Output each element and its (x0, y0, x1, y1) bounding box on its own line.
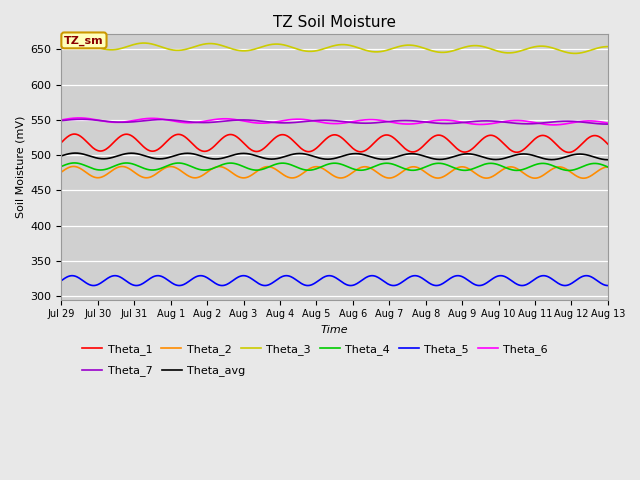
Text: TZ_sm: TZ_sm (64, 35, 104, 46)
Theta_5 (422, 278, 430, 284)
Theta_avg (271, 156, 278, 162)
Theta_2 (604, 164, 612, 170)
Title: TZ Soil Moisture: TZ Soil Moisture (273, 15, 396, 30)
Theta_3 (223, 44, 230, 50)
Theta_4 (223, 161, 230, 167)
Theta_3 (250, 47, 257, 52)
Theta_2 (422, 170, 430, 176)
Theta_3 (74, 40, 82, 46)
Theta_6 (250, 120, 257, 126)
Theta_5 (58, 278, 65, 284)
Theta_avg (250, 152, 257, 158)
Theta_4 (422, 164, 430, 169)
Theta_2 (70, 164, 77, 169)
Theta_4 (122, 160, 130, 166)
Theta_1 (70, 131, 78, 137)
Theta_5 (222, 282, 230, 288)
Theta_6 (392, 120, 399, 126)
Theta_5 (392, 282, 399, 288)
Theta_3 (422, 46, 430, 52)
Theta_7 (58, 118, 65, 123)
Line: Theta_5: Theta_5 (61, 276, 608, 286)
Theta_6 (122, 119, 130, 124)
Theta_2 (392, 173, 399, 179)
Theta_avg (223, 154, 230, 160)
Y-axis label: Soil Moisture (mV): Soil Moisture (mV) (15, 116, 25, 218)
Theta_7 (604, 121, 612, 127)
Theta_1 (58, 140, 65, 145)
Theta_7 (223, 118, 230, 124)
Theta_2 (223, 166, 230, 172)
Theta_3 (604, 44, 612, 49)
Theta_2 (580, 175, 588, 181)
Theta_3 (122, 44, 130, 50)
Line: Theta_1: Theta_1 (61, 134, 608, 153)
Theta_5 (325, 273, 333, 278)
Theta_6 (550, 122, 557, 128)
Theta_4 (58, 164, 65, 169)
Theta_6 (76, 115, 83, 121)
Theta_4 (604, 164, 612, 170)
Theta_avg (604, 157, 612, 163)
Line: Theta_3: Theta_3 (61, 43, 608, 53)
Theta_3 (572, 50, 579, 56)
Theta_avg (422, 154, 430, 160)
Theta_5 (249, 277, 257, 283)
Legend: Theta_7, Theta_avg: Theta_7, Theta_avg (78, 361, 250, 381)
Theta_4 (392, 162, 399, 168)
Theta_4 (250, 167, 257, 173)
Theta_2 (271, 166, 278, 171)
Theta_7 (422, 119, 430, 125)
Theta_6 (604, 120, 612, 126)
Theta_7 (77, 117, 85, 122)
Theta_6 (422, 119, 430, 125)
Theta_6 (223, 116, 230, 121)
Theta_6 (58, 117, 65, 123)
Line: Theta_6: Theta_6 (61, 118, 608, 125)
Theta_avg (58, 153, 65, 159)
Theta_4 (70, 160, 78, 166)
Theta_6 (271, 119, 278, 125)
Theta_1 (604, 141, 612, 147)
Theta_1 (422, 140, 430, 146)
Theta_7 (271, 120, 278, 125)
Theta_5 (122, 277, 129, 283)
Theta_3 (58, 43, 65, 49)
Theta_1 (392, 136, 399, 142)
Theta_1 (564, 150, 572, 156)
Theta_2 (122, 164, 130, 170)
Line: Theta_4: Theta_4 (61, 163, 608, 170)
Theta_1 (223, 132, 230, 138)
Theta_5 (604, 283, 612, 288)
Theta_avg (392, 154, 399, 160)
Theta_7 (392, 118, 399, 124)
Theta_1 (122, 132, 130, 137)
Line: Theta_7: Theta_7 (61, 120, 608, 124)
Theta_7 (250, 118, 257, 123)
Theta_5 (270, 279, 278, 285)
Theta_3 (392, 45, 399, 50)
Line: Theta_avg: Theta_avg (61, 153, 608, 160)
Theta_7 (122, 120, 130, 125)
Theta_4 (564, 168, 572, 173)
X-axis label: Time: Time (321, 325, 348, 335)
Line: Theta_2: Theta_2 (61, 167, 608, 178)
Theta_1 (271, 135, 278, 141)
Theta_avg (72, 150, 79, 156)
Theta_avg (122, 151, 130, 156)
Theta_3 (271, 41, 278, 47)
Theta_2 (250, 171, 257, 177)
Theta_4 (271, 162, 278, 168)
Theta_1 (250, 148, 257, 154)
Theta_2 (58, 169, 65, 175)
